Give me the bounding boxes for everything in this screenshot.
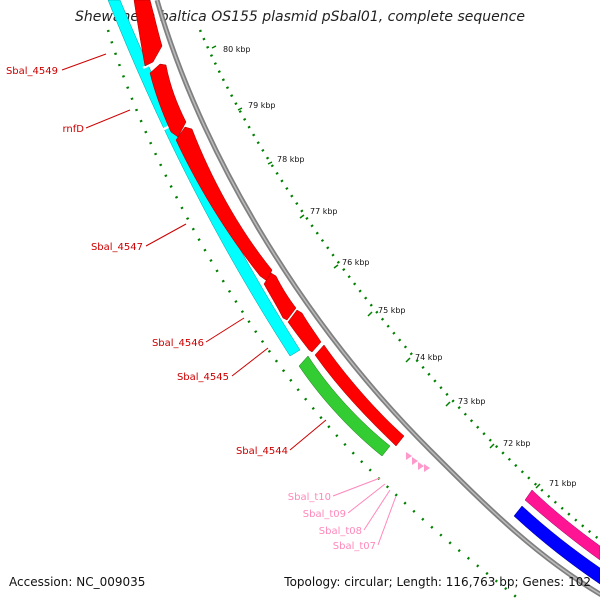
label-sbal-4547: Sbal_4547 <box>91 242 143 253</box>
kbp-tick-73 <box>445 401 451 407</box>
label-sbal-t10: Sbal_t10 <box>288 492 331 503</box>
gene-blue <box>513 505 600 585</box>
kbp-label-78: 78 kbp <box>277 155 305 164</box>
trna-arrow-2 <box>412 457 418 465</box>
backbone-arc <box>154 0 600 597</box>
label-sbal-t09: Sbal_t09 <box>303 509 346 520</box>
leader-sbal-t07 <box>377 495 397 546</box>
kbp-label-71: 71 kbp <box>549 479 577 488</box>
kbp-label-72: 72 kbp <box>503 439 531 448</box>
leader-rnfd <box>85 109 131 129</box>
leader-sbal-t09 <box>347 483 386 514</box>
backbone-highlight <box>156 0 600 595</box>
label-sbal-t08: Sbal_t08 <box>319 526 362 537</box>
kbp-tick-75 <box>367 311 373 317</box>
trna-arrow-1 <box>406 452 412 460</box>
leader-sbal-4549 <box>61 53 107 71</box>
cyan-gap-1 <box>142 60 156 70</box>
label-sbal-4544: Sbal_4544 <box>236 446 288 457</box>
kbp-label-75: 75 kbp <box>378 306 406 315</box>
kbp-label-73: 73 kbp <box>458 397 486 406</box>
gene-rna-green <box>298 355 391 457</box>
trna-arrow-3 <box>418 462 424 470</box>
gene-sbal-4549 <box>133 0 163 67</box>
kbp-label-76: 76 kbp <box>342 258 370 267</box>
gene-sbal-4544 <box>314 344 405 447</box>
inner-scale <box>106 29 521 600</box>
gene-sbal-4545 <box>287 309 322 353</box>
gene-rnfd <box>149 63 187 138</box>
label-sbal-t07: Sbal_t07 <box>333 541 376 552</box>
kbp-tick-72 <box>489 443 495 449</box>
label-sbal-4549: Sbal_4549 <box>6 66 58 77</box>
kbp-label-74: 74 kbp <box>415 353 443 362</box>
summary-text: Topology: circular; Length: 116,763 bp; … <box>284 575 591 589</box>
leader-sbal-4547 <box>145 223 187 247</box>
leader-sbal-t08 <box>363 489 391 531</box>
leader-sbal-4544 <box>289 419 327 451</box>
gene-sbal-4547 <box>175 126 273 282</box>
label-sbal-4545: Sbal_4545 <box>177 372 229 383</box>
gene-labels: Sbal_4549 rnfD Sbal_4547 Sbal_4546 Sbal_… <box>6 66 376 552</box>
kbp-label-79: 79 kbp <box>248 101 276 110</box>
kbp-tick-71 <box>535 483 541 489</box>
leader-sbal-4546 <box>205 317 245 343</box>
kbp-label-77: 77 kbp <box>310 207 338 216</box>
gene-sbal-4546 <box>263 272 297 321</box>
label-rnfd: rnfD <box>63 124 85 135</box>
label-leaders <box>61 53 397 546</box>
leader-sbal-4545 <box>231 347 269 377</box>
cyan-gap-2 <box>155 124 171 135</box>
gene-magenta <box>524 489 600 561</box>
kbp-tick-marks <box>211 45 541 489</box>
kbp-tick-79 <box>237 107 243 111</box>
kbp-label-80: 80 kbp <box>223 45 251 54</box>
map-title: Shewanella baltica OS155 plasmid pSbal01… <box>75 9 525 25</box>
leader-sbal-t10 <box>332 477 381 497</box>
kbp-tick-80 <box>211 45 217 49</box>
accession-text: Accession: NC_009035 <box>9 575 146 589</box>
kbp-tick-76 <box>333 264 339 269</box>
label-sbal-4546: Sbal_4546 <box>152 338 204 349</box>
kbp-tick-77 <box>299 214 305 219</box>
kbp-tick-74 <box>405 357 411 363</box>
trna-arrow-4 <box>424 464 430 472</box>
kbp-tick-labels: 80 kbp 79 kbp 78 kbp 77 kbp 76 kbp 75 kb… <box>223 45 577 488</box>
kbp-tick-78 <box>267 161 273 165</box>
